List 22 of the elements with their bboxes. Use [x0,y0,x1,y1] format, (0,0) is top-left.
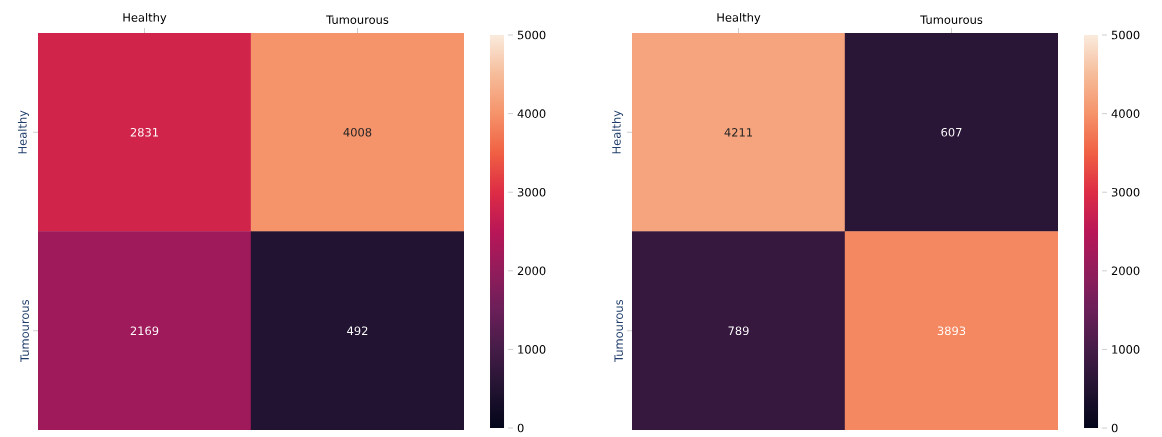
color-bar-label: 3000 [517,187,546,197]
x-tick-label: Tumourous [920,15,983,24]
color-bar-label: 1000 [1112,345,1140,354]
color-bar-label: 3000 [1111,187,1140,197]
x-tick-label: Healthy [717,12,761,24]
color-bar-label: 4000 [517,109,546,118]
data-label: 789 [728,326,749,336]
color-bar-label: 2000 [1111,266,1140,276]
color-bar-label: 5000 [517,30,546,40]
data-label: 3893 [937,326,966,336]
color-bar-label: 2000 [517,266,546,276]
x-tick-label: Healthy [123,12,167,24]
color-bar-label: 1000 [518,345,546,354]
color-bar-label: 0 [1111,423,1118,433]
color-bar-label: 0 [517,423,524,433]
data-label: 2169 [130,326,159,336]
x-tick-label: Tumourous [326,15,389,24]
data-label: 492 [347,326,368,336]
color-bar-label: 4000 [1111,109,1140,118]
color-bar-label: 5000 [1111,30,1140,40]
data-label: 2831 [130,127,159,137]
data-label: 4211 [724,128,753,137]
